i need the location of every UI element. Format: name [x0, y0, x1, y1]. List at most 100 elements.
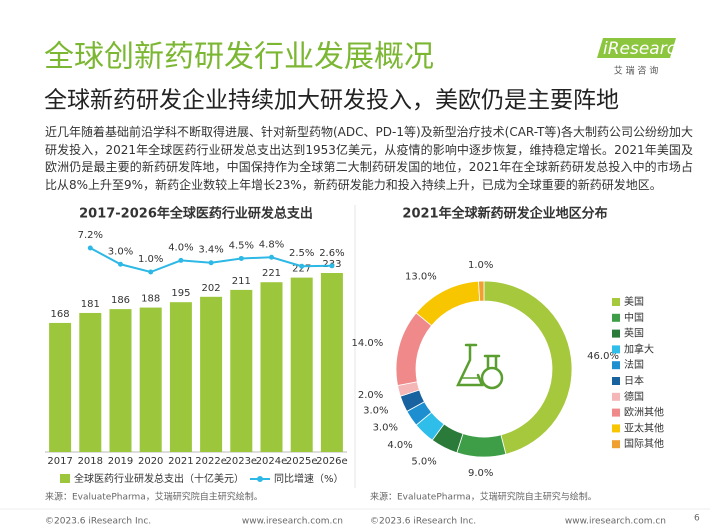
legend-swatch [612, 392, 620, 401]
bar [79, 312, 102, 452]
legend-swatch [612, 329, 620, 338]
donut-slice [478, 280, 485, 302]
x-tick-label: 2018 [78, 456, 103, 467]
slice-label: 3.0% [363, 405, 388, 416]
legend-swatch [257, 476, 263, 482]
logo-sub: 艾 瑞 咨 询 [614, 65, 659, 77]
bar-value-label: 202 [202, 283, 221, 294]
legend-swatch [612, 345, 620, 354]
slice-label: 14.0% [351, 338, 383, 349]
legend-swatch [612, 298, 620, 306]
bar [230, 289, 253, 452]
legend-swatch [612, 361, 620, 370]
logo: iResearch [603, 39, 687, 59]
bar-value-label: 186 [111, 295, 130, 306]
x-tick-label: 2026e [316, 456, 348, 467]
x-tick-label: 2023e [225, 456, 257, 467]
footer-copyright: ©2023.6 iResearch Inc. [45, 517, 151, 527]
growth-label: 2.5% [289, 248, 314, 259]
donut-slice [415, 280, 481, 327]
legend-label: 德国 [624, 390, 644, 403]
slide-title: 全球创新药研发行业发展概况 [44, 40, 434, 75]
footer-url: www.iresearch.com.cn [565, 517, 666, 527]
bar-value-label: 168 [51, 309, 70, 320]
slice-label: 13.0% [405, 271, 437, 282]
x-tick-label: 2020 [138, 456, 163, 467]
slice-label: 9.0% [468, 468, 493, 479]
growth-point [87, 245, 93, 251]
growth-point [148, 269, 154, 275]
bar-value-label: 188 [141, 294, 160, 305]
legend-label: 全球医药行业研发总支出（十亿美元） [74, 472, 244, 485]
growth-point [208, 260, 214, 266]
x-tick-label: 2024e [256, 456, 288, 467]
growth-point [329, 263, 335, 269]
legend-label: 美国 [624, 295, 644, 308]
bar-value-label: 227 [292, 264, 311, 275]
body-text: 近几年随着基础前沿学科不断取得进展、针对新型药物(ADC、PD-1等)及新型治疗… [45, 125, 693, 192]
growth-label: 4.8% [259, 239, 284, 250]
legend-label: 同比增速（%） [274, 472, 344, 485]
slice-label: 46.0% [587, 351, 619, 362]
growth-label: 4.0% [168, 242, 193, 253]
chart-title: 2021年全球新药研发企业地区分布 [402, 206, 607, 222]
bar [260, 282, 283, 452]
legend-label: 加拿大 [624, 342, 654, 355]
x-tick-label: 2025e [286, 456, 318, 467]
legend-swatch [612, 313, 620, 322]
bar [139, 307, 162, 452]
growth-label: 4.5% [229, 240, 254, 251]
bar [290, 277, 313, 452]
legend-label: 欧洲其他 [624, 406, 664, 419]
growth-point [118, 261, 123, 267]
slice-label: 1.0% [468, 260, 493, 271]
legend-swatch [60, 474, 70, 483]
slice-label: 3.0% [373, 422, 398, 433]
legend-label: 法国 [624, 358, 644, 371]
bar [169, 302, 192, 452]
legend-label: 英国 [624, 327, 644, 340]
legend-swatch [612, 377, 620, 385]
bar-value-label: 221 [262, 268, 281, 279]
logo-shape [597, 38, 676, 58]
chart-title: 2017-2026年全球医药行业研发总支出 [79, 206, 313, 222]
x-tick-label: 2017 [47, 456, 72, 467]
growth-label: 2.6% [319, 248, 344, 259]
legend-label: 亚太其他 [624, 421, 664, 434]
growth-point [178, 257, 184, 263]
growth-label: 3.0% [108, 246, 133, 257]
x-tick-label: 2019 [108, 456, 133, 467]
growth-point [269, 254, 274, 260]
legend-label: 日本 [624, 374, 644, 387]
growth-label: 3.4% [198, 245, 223, 256]
source: 来源：EvaluatePharma，艾瑞研究院自主研究绘制。 [45, 491, 263, 503]
x-tick-label: 2021 [168, 456, 193, 467]
slide-subtitle: 全球新药研发企业持续加大研发投入，美欧仍是主要阵地 [44, 88, 619, 114]
page-number: 6 [694, 514, 700, 524]
legend-swatch [612, 408, 620, 417]
growth-label: 7.2% [78, 230, 103, 241]
footer-url: www.iresearch.com.cn [242, 517, 343, 527]
slice-label: 2.0% [358, 390, 383, 401]
legend-label: 国际其他 [624, 437, 664, 450]
growth-point [238, 255, 244, 261]
slice-label: 5.0% [411, 457, 436, 468]
bar [109, 309, 132, 452]
bar-value-label: 195 [171, 288, 190, 299]
donut-slice [456, 433, 507, 458]
growth-label: 1.0% [138, 254, 163, 265]
source: 来源：EvaluatePharma，艾瑞研究院自主研究与绘制。 [370, 491, 597, 503]
growth-point [299, 263, 305, 269]
donut-slice [395, 312, 433, 386]
legend-swatch [612, 440, 620, 449]
flask-icon [456, 343, 504, 390]
legend-swatch [612, 424, 620, 433]
bar [200, 296, 223, 452]
bar [49, 322, 72, 452]
footer-copyright: ©2023.6 iResearch Inc. [370, 517, 476, 527]
bar-value-label: 181 [81, 299, 100, 310]
x-tick-label: 2022e [195, 456, 227, 467]
legend-label: 中国 [624, 311, 644, 324]
